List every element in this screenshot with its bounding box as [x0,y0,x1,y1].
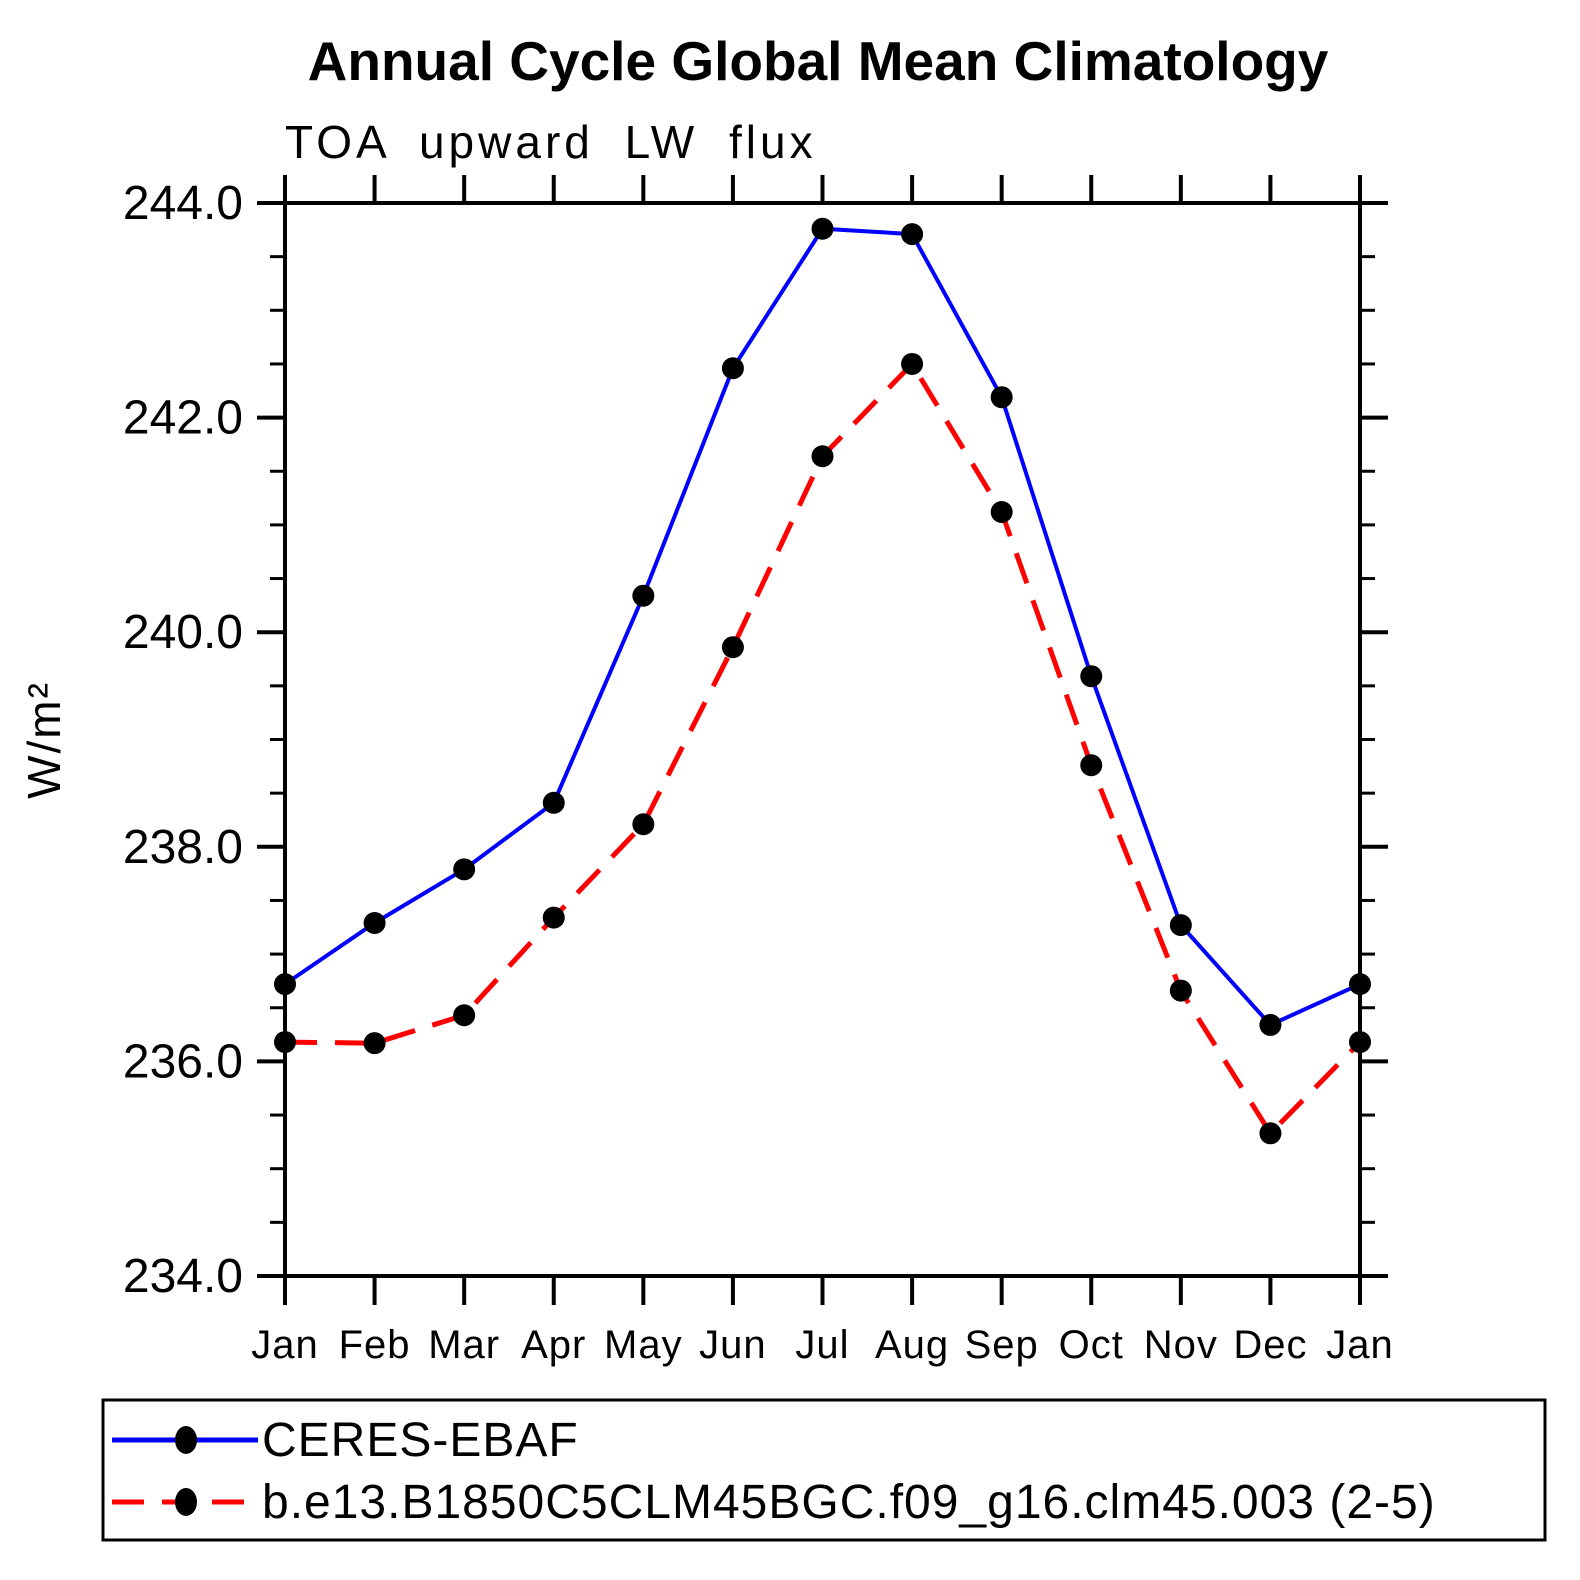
data-point-marker [363,911,386,934]
legend: CERES-EBAF b.e13.B1850C5CLM45BGC.f09_g16… [101,1398,1547,1542]
y-tick-label: 242.0 [123,392,243,445]
x-tick-label: Feb [339,1323,411,1367]
x-tick-label: Apr [521,1323,586,1367]
legend-item-ceres-ebaf: CERES-EBAF [112,1414,579,1467]
data-point-marker [721,636,744,659]
data-point-marker [1349,1031,1371,1054]
data-point-marker [542,791,565,814]
x-tick-label: May [604,1323,683,1367]
y-tick-label: 244.0 [123,177,243,230]
y-tick-label: 234.0 [123,1250,243,1303]
data-point-marker [1169,979,1192,1002]
plot-area: Jan Feb Mar Apr May Jun Jul Aug Sep Oct Nov Dec Jan2… [123,175,1394,1367]
data-point-marker [901,223,924,246]
y-tick-label: 240.0 [123,606,243,659]
x-tick-label: Jan [1326,1323,1394,1367]
legend-marker-dot [175,1426,197,1454]
data-point-marker [1259,1013,1282,1036]
data-point-marker [1080,754,1103,777]
legend-label-model: b.e13.B1850C5CLM45BGC.f09_g16.clm45.003 … [262,1476,1436,1529]
data-point-marker [453,858,476,881]
x-tick-label: Dec [1233,1323,1307,1367]
y-tick-label: 236.0 [123,1035,243,1088]
data-point-marker [274,973,296,996]
data-point-marker [721,357,744,380]
x-tick-label: Sep [965,1323,1039,1367]
x-tick-label: Jan [251,1323,319,1367]
x-tick-label: Nov [1144,1323,1218,1367]
data-point-marker [990,501,1013,524]
data-point-marker [811,445,834,468]
x-tick-label: Mar [428,1323,500,1367]
chart-subtitle: TOA upward LW flux [285,116,817,168]
legend-marker-dot [175,1488,197,1516]
data-point-marker [901,352,924,375]
y-tick-label: 238.0 [123,821,243,874]
y-axis-label: W/m² [18,681,70,799]
legend-label-ceres-ebaf: CERES-EBAF [262,1414,579,1467]
series-line-model [284,359,1362,1138]
series-line-ceres-ebaf [283,226,1361,1028]
x-tick-label: Oct [1059,1323,1124,1367]
data-point-marker [1080,665,1103,688]
data-point-marker [811,217,834,240]
legend-item-model: b.e13.B1850C5CLM45BGC.f09_g16.clm45.003 … [112,1476,1436,1529]
data-point-marker [274,1031,296,1054]
x-tick-label: Aug [875,1323,949,1367]
data-point-marker [632,813,655,836]
x-tick-label: Jun [699,1323,767,1367]
data-point-marker [542,906,565,929]
data-point-marker [632,584,655,607]
data-point-marker [363,1032,386,1055]
x-tick-label: Jul [795,1323,849,1367]
chart-title: Annual Cycle Global Mean Climatology [308,30,1329,92]
legend-box [101,1398,1547,1542]
data-point-marker [1259,1122,1282,1145]
data-point-marker [453,1004,476,1027]
data-point-marker [1169,914,1192,937]
data-point-marker [1349,973,1371,996]
data-point-marker [990,386,1013,409]
